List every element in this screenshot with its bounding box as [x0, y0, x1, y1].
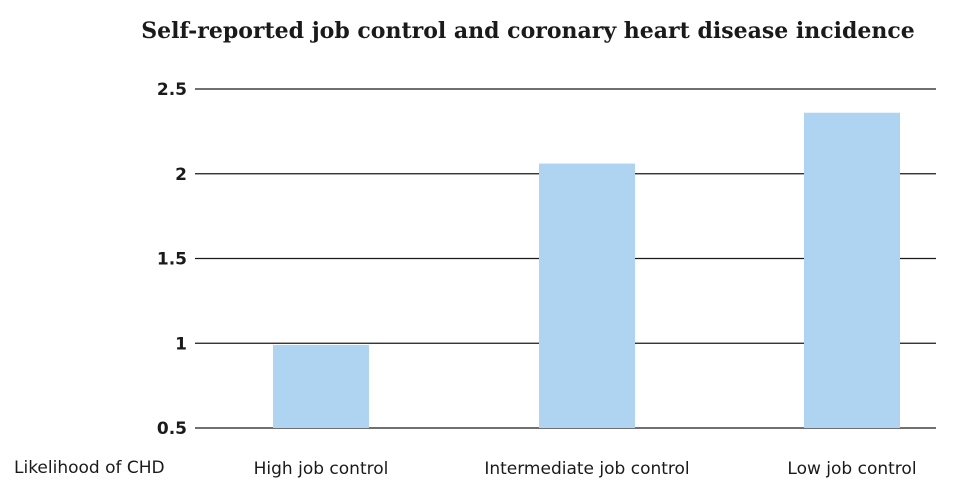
bar — [539, 163, 635, 428]
bar — [273, 344, 369, 428]
y-tick-label: 1.5 — [157, 250, 187, 270]
chart-title: Self-reported job control and coronary h… — [141, 18, 915, 44]
y-tick-label: 1 — [175, 334, 187, 354]
y-tick-label: 2.5 — [157, 80, 187, 100]
bar — [804, 112, 900, 428]
y-axis-label: Likelihood of CHD — [14, 458, 165, 478]
x-category-label: High job control — [254, 459, 389, 479]
bars — [273, 112, 900, 428]
y-tick-label: 2 — [175, 165, 187, 185]
y-axis-ticks: 0.5 1 1.5 2 2.5 — [157, 80, 187, 439]
x-category-label: Intermediate job control — [484, 459, 689, 479]
y-tick-label: 0.5 — [157, 419, 187, 439]
x-axis-categories: High job control Intermediate job control… — [254, 459, 917, 479]
x-category-label: Low job control — [787, 459, 916, 479]
